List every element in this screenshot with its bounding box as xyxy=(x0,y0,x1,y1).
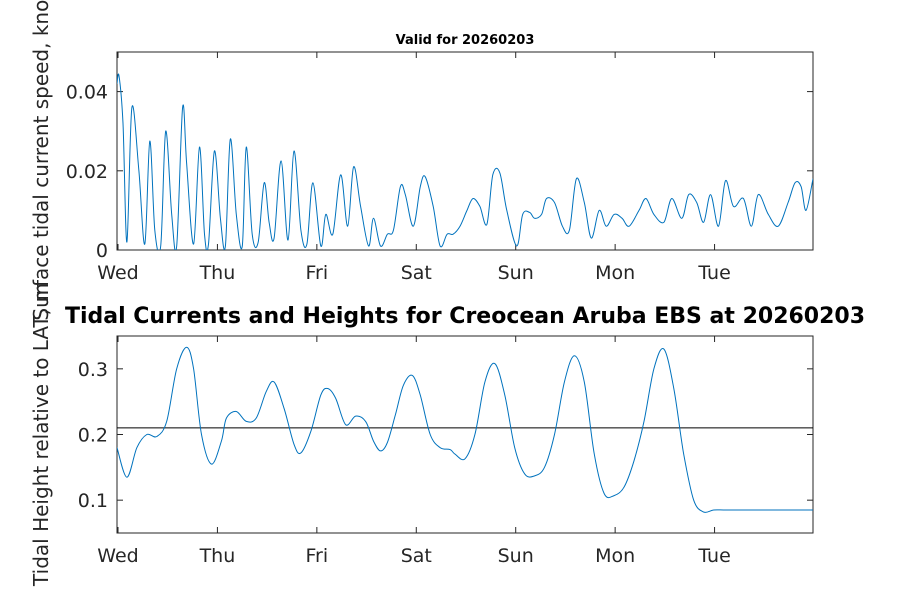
x-tick-label: Wed xyxy=(97,545,138,567)
x-tick-label: Mon xyxy=(595,262,635,284)
x-tick-label: Tue xyxy=(697,545,730,567)
series-line-0 xyxy=(117,346,813,513)
x-tick-label: Thu xyxy=(199,262,236,284)
x-tick-label: Sun xyxy=(498,262,534,284)
y-axis-label: Tidal Height relative to LAT, m xyxy=(29,283,53,587)
y-tick-label: 0.1 xyxy=(78,490,108,512)
y-axis-label: Surface tidal current speed, knots xyxy=(29,0,53,321)
series-line-0 xyxy=(117,73,813,250)
x-tick-label: Sat xyxy=(401,262,432,284)
chart-title: Tidal Currents and Heights for Creocean … xyxy=(65,304,865,329)
x-tick-label: Thu xyxy=(199,545,236,567)
x-tick-label: Sat xyxy=(401,545,432,567)
x-tick-label: Fri xyxy=(306,545,329,567)
y-tick-label: 0 xyxy=(96,240,108,262)
axes-frame xyxy=(116,335,814,534)
chart-title: Valid for 20260203 xyxy=(396,33,535,48)
current-speed-panel: 0 0.02 0.04 Wed Thu Fri Sat Sun Mon Tue Valid for … xyxy=(29,0,814,321)
y-tick-label: 0.02 xyxy=(66,161,108,183)
x-tick-label: Mon xyxy=(595,545,635,567)
y-tick-label: 0.3 xyxy=(78,359,108,381)
tidal-height-panel: 0.1 0.2 0.3 Wed Thu Fri Sat Sun Mon Tue Tidal Curr… xyxy=(29,283,865,587)
x-tick-label: Tue xyxy=(697,262,730,284)
x-tick-label: Fri xyxy=(306,262,329,284)
x-tick-label: Sun xyxy=(498,545,534,567)
x-tick-label: Wed xyxy=(97,262,138,284)
y-tick-label: 0.2 xyxy=(78,425,108,447)
axes-frame xyxy=(116,51,814,251)
y-tick-label: 0.04 xyxy=(66,82,108,104)
